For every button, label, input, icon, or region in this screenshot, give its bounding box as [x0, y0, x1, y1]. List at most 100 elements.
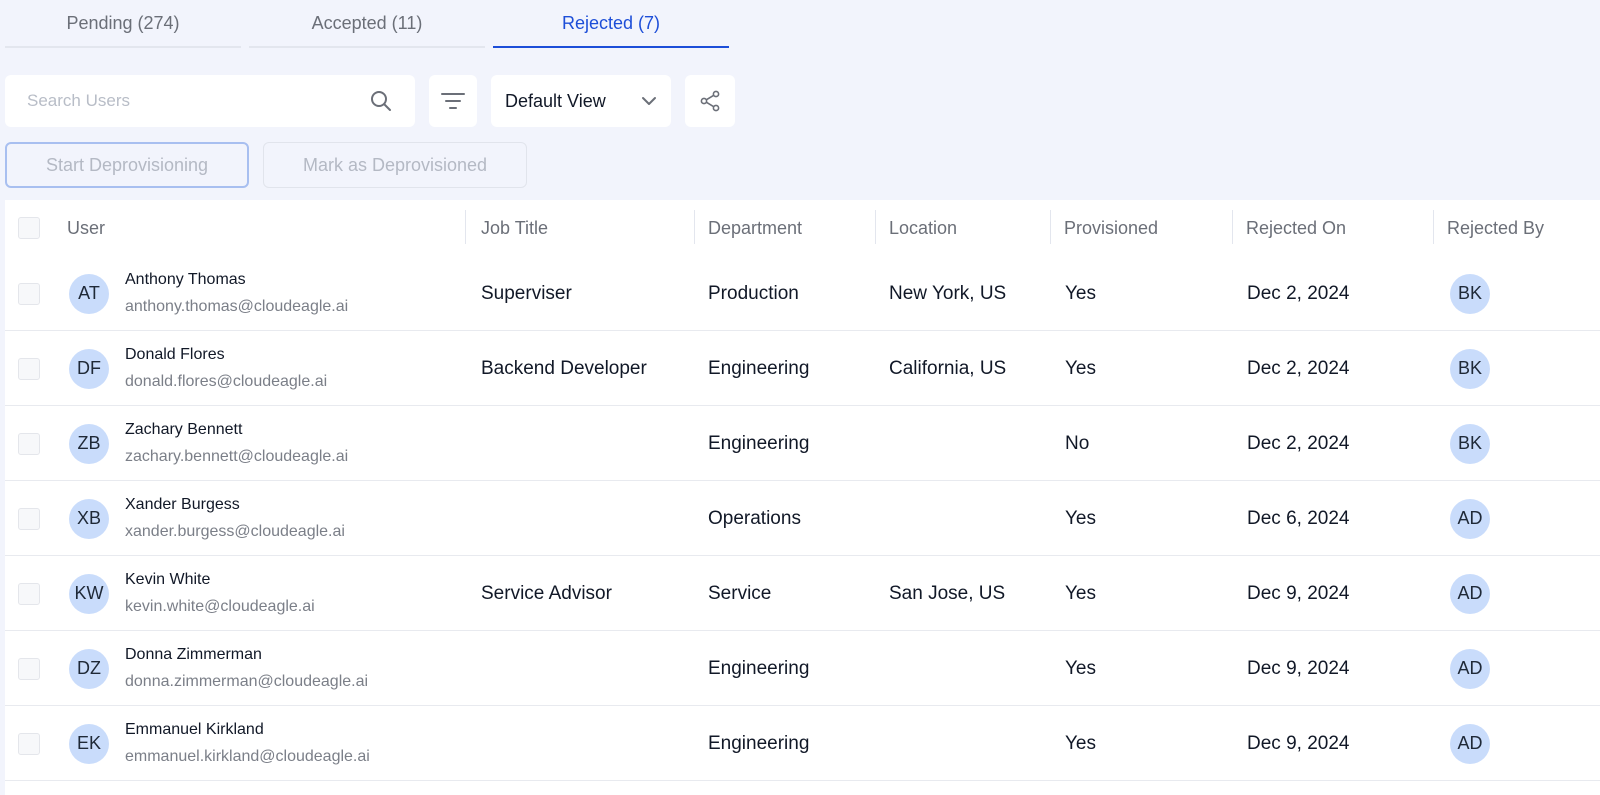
user-name[interactable]: Xander Burgess: [125, 496, 240, 513]
row-checkbox[interactable]: [18, 732, 40, 755]
column-separator: [1050, 210, 1051, 244]
table-row[interactable]: AT Anthony Thomas anthony.thomas@cloudea…: [5, 256, 1600, 331]
start-deprovisioning-button[interactable]: Start Deprovisioning: [5, 142, 249, 188]
rejected-by-avatar: AD: [1450, 723, 1490, 764]
table-row[interactable]: DF Donald Flores donald.flores@cloudeagl…: [5, 331, 1600, 406]
location-cell: New York, US: [889, 282, 1007, 304]
column-header-job-title[interactable]: Job Title: [465, 200, 695, 256]
user-email: xander.burgess@cloudeagle.ai: [125, 523, 345, 540]
row-select-cell: [18, 631, 40, 706]
row-checkbox[interactable]: [18, 507, 40, 530]
job-title-cell: Service Advisor: [481, 582, 612, 604]
search-box: [5, 75, 415, 127]
column-header-provisioned[interactable]: Provisioned: [1050, 200, 1233, 256]
user-avatar-cell: ZB: [69, 406, 109, 481]
department-cell: Engineering: [708, 432, 810, 454]
view-select-label: Default View: [505, 90, 606, 111]
user-avatar-cell: AT: [69, 256, 109, 331]
department-cell: Engineering: [708, 657, 810, 679]
rejected-on-cell: Dec 9, 2024: [1247, 732, 1350, 754]
department-cell: Operations: [708, 507, 801, 529]
rejected-on-cell: Dec 2, 2024: [1247, 432, 1350, 454]
rejected-by-avatar: BK: [1450, 423, 1490, 464]
mark-deprovisioned-button[interactable]: Mark as Deprovisioned: [263, 142, 527, 188]
row-checkbox[interactable]: [18, 432, 40, 455]
tab-rejected[interactable]: Rejected (7): [493, 0, 729, 48]
user-name[interactable]: Donald Flores: [125, 346, 225, 363]
column-header-department[interactable]: Department: [694, 200, 874, 256]
column-header-user[interactable]: User: [67, 217, 106, 238]
tab-accepted[interactable]: Accepted (11): [249, 0, 485, 48]
share-button[interactable]: [685, 75, 735, 127]
user-email: zachary.bennett@cloudeagle.ai: [125, 448, 349, 465]
view-select[interactable]: Default View: [491, 75, 671, 127]
search-input[interactable]: [27, 91, 347, 111]
user-email: donna.zimmerman@cloudeagle.ai: [125, 673, 369, 690]
row-select-cell: [18, 256, 40, 331]
user-email: emmanuel.kirkland@cloudeagle.ai: [125, 748, 370, 765]
bulk-actions: Start Deprovisioning Mark as Deprovision…: [5, 142, 527, 188]
user-info: Xander Burgess xander.burgess@cloudeagle…: [125, 495, 345, 542]
table-row[interactable]: EK Emmanuel Kirkland emmanuel.kirkland@c…: [5, 706, 1600, 781]
column-header-label: Location: [889, 217, 958, 238]
column-header-label: Rejected By: [1447, 217, 1545, 238]
select-all-checkbox[interactable]: [18, 217, 40, 239]
user-info: Emmanuel Kirkland emmanuel.kirkland@clou…: [125, 720, 370, 767]
rejected-by-cell: BK: [1450, 406, 1490, 481]
row-checkbox[interactable]: [18, 657, 40, 680]
provisioned-cell: No: [1065, 432, 1090, 454]
provisioned-cell: Yes: [1065, 357, 1096, 379]
department-cell: Service: [708, 582, 772, 604]
table-row[interactable]: ZB Zachary Bennett zachary.bennett@cloud…: [5, 406, 1600, 481]
column-separator: [465, 210, 466, 244]
column-header-location[interactable]: Location: [875, 200, 1050, 256]
table-row[interactable]: DZ Donna Zimmerman donna.zimmerman@cloud…: [5, 631, 1600, 706]
rejected-on-cell: Dec 2, 2024: [1247, 282, 1350, 304]
user-name[interactable]: Zachary Bennett: [125, 421, 243, 438]
search-icon[interactable]: [369, 89, 393, 113]
job-title-cell: Backend Developer: [481, 357, 647, 379]
user-email: anthony.thomas@cloudeagle.ai: [125, 298, 349, 315]
department-cell: Engineering: [708, 357, 810, 379]
user-name[interactable]: Kevin White: [125, 571, 211, 588]
column-separator: [1433, 210, 1434, 244]
avatar: DZ: [69, 648, 109, 689]
job-title-cell: Superviser: [481, 282, 572, 304]
user-info: Zachary Bennett zachary.bennett@cloudeag…: [125, 420, 348, 467]
rejected-by-cell: AD: [1450, 481, 1490, 556]
rejected-by-avatar: AD: [1450, 573, 1490, 614]
table-row[interactable]: XB Xander Burgess xander.burgess@cloudea…: [5, 481, 1600, 556]
row-select-cell: [18, 481, 40, 556]
user-name[interactable]: Anthony Thomas: [125, 271, 246, 288]
user-email: donald.flores@cloudeagle.ai: [125, 373, 328, 390]
department-cell: Engineering: [708, 732, 810, 754]
user-avatar-cell: XB: [69, 481, 109, 556]
filter-icon: [441, 93, 465, 109]
location-cell: California, US: [889, 357, 1007, 379]
filter-button[interactable]: [429, 75, 477, 127]
row-checkbox[interactable]: [18, 357, 40, 380]
row-checkbox[interactable]: [18, 282, 40, 305]
tab-pending[interactable]: Pending (274): [5, 0, 241, 48]
select-all-cell: [18, 200, 40, 256]
rejected-by-avatar: AD: [1450, 648, 1490, 689]
row-select-cell: [18, 706, 40, 781]
rejected-by-avatar: BK: [1450, 348, 1490, 389]
rejected-by-avatar: AD: [1450, 498, 1490, 539]
user-name[interactable]: Emmanuel Kirkland: [125, 721, 264, 738]
user-name[interactable]: Donna Zimmerman: [125, 646, 262, 663]
row-select-cell: [18, 556, 40, 631]
provisioned-cell: Yes: [1065, 582, 1096, 604]
column-header-rejected-by[interactable]: Rejected By: [1433, 200, 1600, 256]
tab-bar: Pending (274) Accepted (11) Rejected (7): [5, 0, 737, 48]
provisioned-cell: Yes: [1065, 732, 1096, 754]
table-row[interactable]: KW Kevin White kevin.white@cloudeagle.ai…: [5, 556, 1600, 631]
avatar: ZB: [69, 423, 109, 464]
rejected-on-cell: Dec 9, 2024: [1247, 582, 1350, 604]
column-header-rejected-on[interactable]: Rejected On: [1232, 200, 1432, 256]
rejected-on-cell: Dec 6, 2024: [1247, 507, 1350, 529]
rejected-by-cell: BK: [1450, 331, 1490, 406]
user-avatar-cell: KW: [69, 556, 109, 631]
row-checkbox[interactable]: [18, 582, 40, 605]
row-select-cell: [18, 331, 40, 406]
